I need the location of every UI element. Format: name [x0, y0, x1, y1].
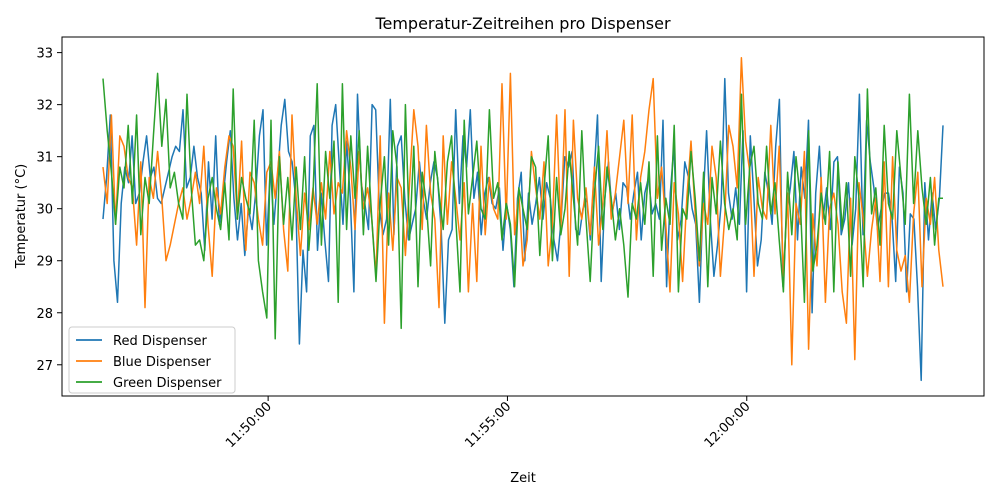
- chart-title: Temperatur-Zeitreihen pro Dispenser: [374, 14, 671, 33]
- legend: Red Dispenser Blue Dispenser Green Dispens…: [68, 326, 236, 394]
- series-layer: [102, 57, 944, 382]
- x-axis: 11:50:00 11:55:00 12:00:00: [223, 396, 754, 451]
- y-tick-label: 30: [36, 203, 53, 218]
- legend-label: Green Dispenser: [113, 376, 222, 391]
- y-tick-label: 29: [36, 255, 53, 270]
- series-line-3: [102, 72, 943, 340]
- y-axis: 27 28 29 30 31 32 33: [36, 47, 62, 374]
- x-axis-label: Zeit: [510, 471, 536, 486]
- plot-frame: [61, 36, 985, 397]
- y-tick-label: 27: [36, 359, 53, 374]
- y-tick-label: 32: [36, 99, 53, 114]
- y-tick-label: 28: [36, 307, 53, 322]
- y-tick-label: 33: [36, 47, 53, 62]
- x-tick-label: 11:55:00: [462, 399, 514, 451]
- x-tick-label: 11:50:00: [223, 399, 275, 451]
- series-line-2: [102, 57, 944, 366]
- legend-label: Blue Dispenser: [113, 355, 212, 370]
- legend-box: [68, 326, 236, 394]
- x-tick-label: 12:00:00: [702, 399, 754, 451]
- y-axis-label: Temperatur (°C): [14, 164, 29, 270]
- legend-label: Red Dispenser: [113, 334, 207, 349]
- y-tick-label: 31: [36, 151, 53, 166]
